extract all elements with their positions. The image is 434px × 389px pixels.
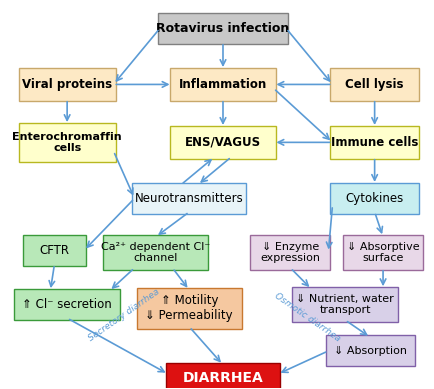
FancyBboxPatch shape: [14, 289, 119, 320]
FancyBboxPatch shape: [136, 288, 241, 329]
Text: Ca²⁺ dependent Cl⁻
channel: Ca²⁺ dependent Cl⁻ channel: [101, 242, 210, 263]
FancyBboxPatch shape: [170, 126, 275, 159]
FancyBboxPatch shape: [330, 68, 418, 101]
Text: DIARRHEA: DIARRHEA: [182, 371, 263, 385]
Text: ⇑ Motility
⇓ Permeability: ⇑ Motility ⇓ Permeability: [145, 294, 233, 322]
Text: ⇑ Cl⁻ secretion: ⇑ Cl⁻ secretion: [22, 298, 112, 311]
Text: Rotavirus infection: Rotavirus infection: [156, 22, 289, 35]
FancyBboxPatch shape: [19, 68, 115, 101]
FancyBboxPatch shape: [330, 183, 418, 214]
FancyBboxPatch shape: [103, 235, 208, 270]
Text: Cytokines: Cytokines: [345, 192, 403, 205]
Text: Immune cells: Immune cells: [330, 136, 418, 149]
Text: Neurotransmitters: Neurotransmitters: [135, 192, 243, 205]
FancyBboxPatch shape: [326, 335, 414, 366]
Text: Enterochromaffin
cells: Enterochromaffin cells: [12, 131, 122, 153]
FancyBboxPatch shape: [19, 123, 115, 162]
Text: Inflammation: Inflammation: [178, 78, 266, 91]
Text: Cell lysis: Cell lysis: [345, 78, 403, 91]
FancyBboxPatch shape: [132, 183, 246, 214]
Text: CFTR: CFTR: [39, 244, 69, 257]
Text: Osmotic diarrhea: Osmotic diarrhea: [272, 291, 341, 343]
FancyBboxPatch shape: [342, 235, 422, 270]
FancyBboxPatch shape: [170, 68, 275, 101]
FancyBboxPatch shape: [23, 235, 86, 266]
Text: Secretory diarrhea: Secretory diarrhea: [87, 287, 161, 343]
Text: ⇓ Absorptive
surface: ⇓ Absorptive surface: [346, 242, 418, 263]
FancyBboxPatch shape: [158, 13, 288, 44]
Text: ⇓ Absorption: ⇓ Absorption: [333, 346, 406, 356]
Text: ⇓ Nutrient, water
transport: ⇓ Nutrient, water transport: [296, 294, 393, 315]
Text: ENS/VAGUS: ENS/VAGUS: [184, 136, 260, 149]
FancyBboxPatch shape: [250, 235, 330, 270]
Text: ⇓ Enzyme
expression: ⇓ Enzyme expression: [260, 242, 320, 263]
FancyBboxPatch shape: [292, 287, 397, 322]
FancyBboxPatch shape: [330, 126, 418, 159]
Text: Viral proteins: Viral proteins: [22, 78, 112, 91]
FancyBboxPatch shape: [166, 363, 279, 389]
